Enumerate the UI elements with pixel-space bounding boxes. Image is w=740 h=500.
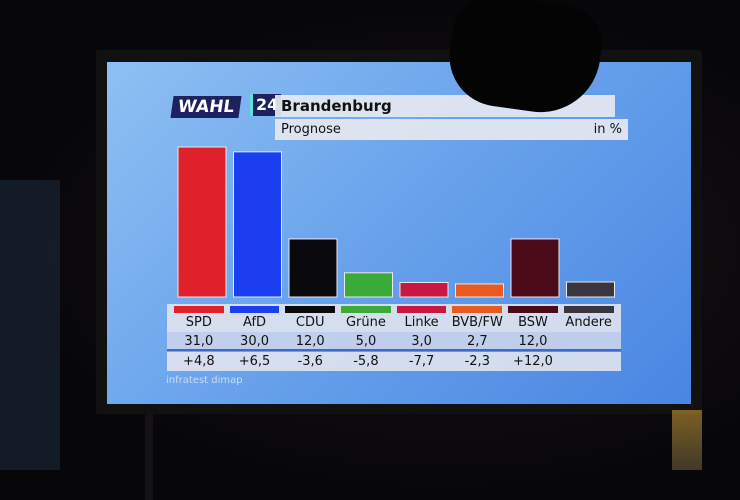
legend-color-swatch xyxy=(394,306,450,313)
color-swatch xyxy=(229,306,280,313)
chart-subtitle: Prognose xyxy=(281,122,341,137)
value-label: 5,0 xyxy=(355,334,377,349)
party-label: Linke xyxy=(404,315,439,330)
tv-stand xyxy=(145,414,153,500)
change-label xyxy=(561,352,617,371)
bar-andere xyxy=(566,281,615,298)
bar-afd xyxy=(233,151,282,298)
color-swatch xyxy=(285,306,336,313)
party-label: BSW xyxy=(518,315,548,330)
party-row: SPD AfD CDU Grüne Linke BVB/FW BSW Andere xyxy=(167,313,621,332)
color-swatch xyxy=(452,306,503,313)
value-label: 12,0 xyxy=(518,334,548,349)
change-label: +4,8 xyxy=(183,354,215,369)
value-label: 3,0 xyxy=(411,334,432,349)
legend-color-swatch xyxy=(505,306,561,313)
bar-grne xyxy=(344,272,393,298)
bar-spd xyxy=(177,146,227,298)
party-label: Grüne xyxy=(345,315,386,330)
bar-linke xyxy=(399,281,449,298)
value-row: 31,0 30,0 12,0 5,0 3,0 2,7 12,0 xyxy=(167,332,621,351)
background-light xyxy=(0,180,60,470)
source-label: infratest dimap xyxy=(166,375,243,386)
value-label: 12,0 xyxy=(295,334,325,349)
change-label: -2,3 xyxy=(464,354,490,369)
legend-color-swatch xyxy=(171,306,227,313)
legend-color-swatch xyxy=(561,306,617,313)
color-swatch xyxy=(396,306,447,313)
change-row: +4,8 +6,5 -3,6 -5,8 -7,7 -2,3 +12,0 xyxy=(167,352,621,371)
legend-color-swatch xyxy=(282,306,338,313)
bar-cdu xyxy=(288,238,338,298)
bar-bsw xyxy=(510,238,560,298)
change-label: +6,5 xyxy=(238,354,271,369)
change-label: +12,0 xyxy=(513,354,553,369)
party-label: BVB/FW xyxy=(451,315,503,330)
chart-subtitle-bar: Prognose in % xyxy=(275,119,628,140)
color-swatch xyxy=(563,306,614,313)
results-table: SPD AfD CDU Grüne Linke BVB/FW BSW Andere 31,0 3… xyxy=(167,304,621,371)
legend-color-swatch xyxy=(449,306,505,313)
change-label: -5,8 xyxy=(353,354,379,369)
party-label: CDU xyxy=(295,315,325,330)
background-light xyxy=(672,410,702,470)
value-label: 30,0 xyxy=(240,334,269,349)
wahl-logo-number: 24 xyxy=(250,94,282,116)
party-label: AfD xyxy=(243,315,267,330)
color-row xyxy=(167,304,621,313)
value-label: 31,0 xyxy=(184,334,214,349)
color-swatch xyxy=(508,306,558,313)
change-label: -3,6 xyxy=(297,354,323,369)
unit-label: in % xyxy=(593,122,622,137)
legend-color-swatch xyxy=(338,306,394,313)
change-label: -7,7 xyxy=(408,354,435,369)
color-swatch xyxy=(341,306,391,313)
value-label: 2,7 xyxy=(466,334,488,349)
party-label: Andere xyxy=(565,315,612,330)
color-swatch xyxy=(174,306,224,313)
value-label xyxy=(561,332,617,349)
legend-color-swatch xyxy=(227,306,283,313)
party-label: SPD xyxy=(185,315,212,330)
tv-screen: WAHL 24 Brandenburg Prognose in % SPD AfD C… xyxy=(107,62,691,404)
bar-chart xyxy=(177,146,615,298)
bar-bvbfw xyxy=(455,283,504,298)
